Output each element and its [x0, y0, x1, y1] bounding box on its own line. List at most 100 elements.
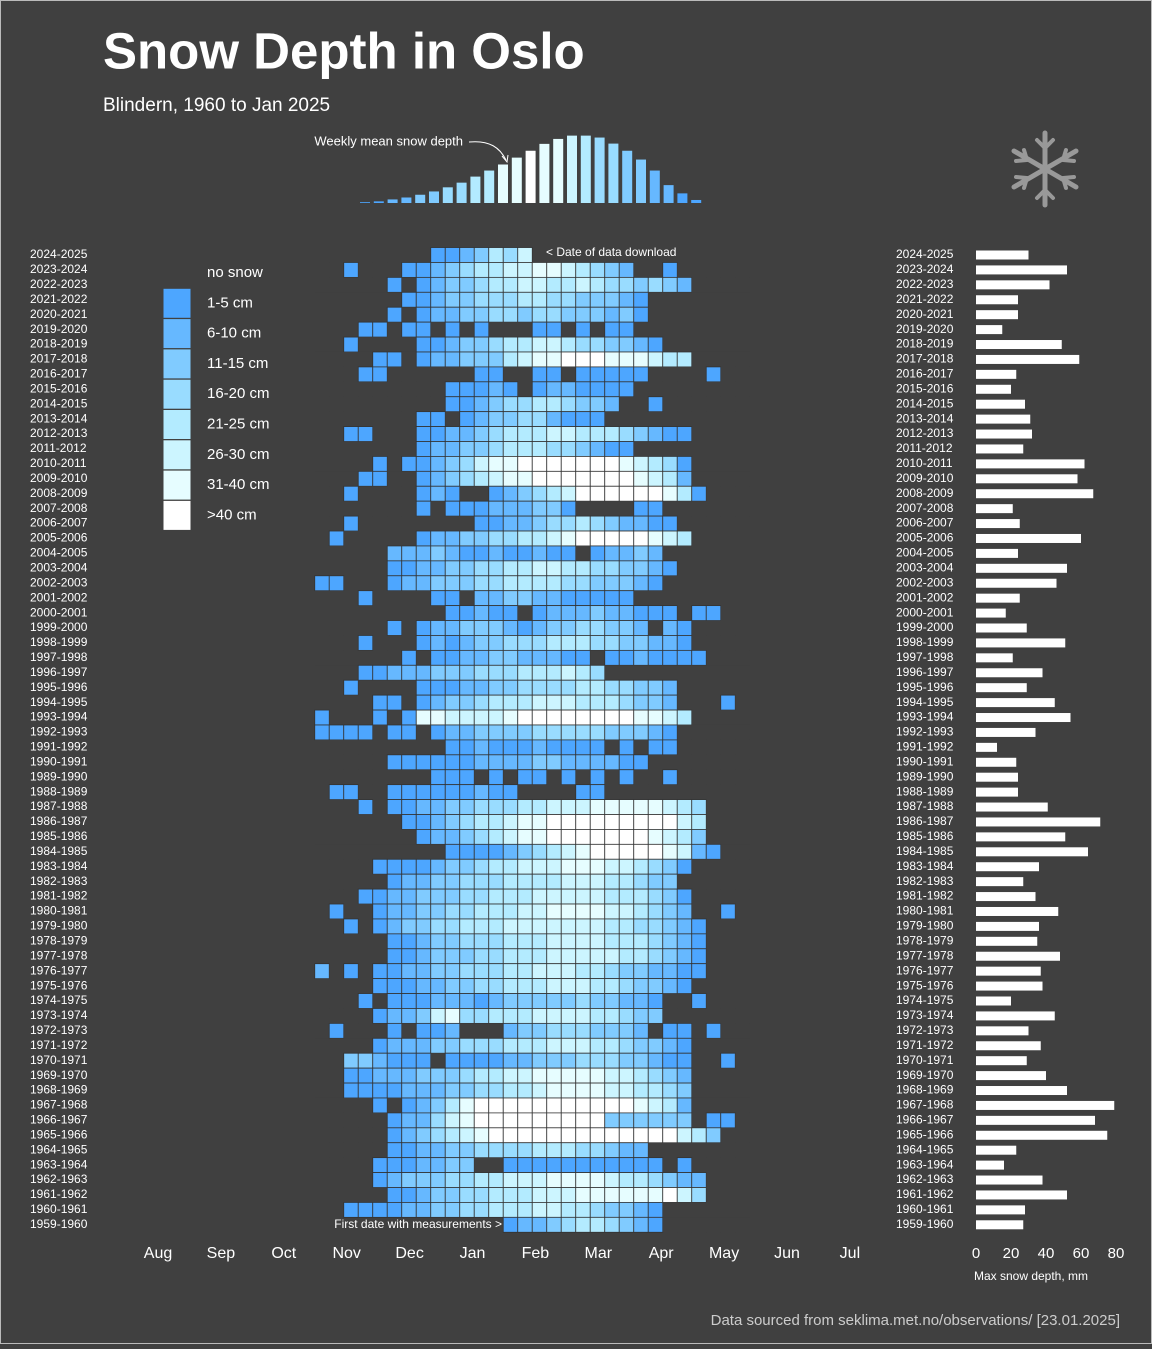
heat-cell [357, 799, 374, 815]
heat-cell [517, 366, 533, 382]
heat-cell [633, 470, 649, 487]
heat-cell [604, 1037, 620, 1054]
heat-cell [488, 351, 504, 368]
heat-cell [589, 1187, 606, 1203]
heat-cell [560, 679, 577, 696]
heat-cell [720, 277, 736, 293]
heat-cell [706, 948, 721, 964]
heat-cell [575, 635, 591, 651]
heat-cell [416, 650, 431, 666]
heat-cell [329, 1097, 344, 1113]
heat-cell [415, 1157, 432, 1173]
heat-cell [633, 426, 649, 442]
month-label: May [709, 1245, 739, 1262]
heat-cell [401, 844, 417, 860]
heat-cell [488, 1023, 504, 1039]
heat-cell [677, 874, 692, 890]
heat-cell [314, 1112, 330, 1128]
heat-cell [633, 993, 649, 1009]
heat-cell [401, 695, 417, 711]
heat-cell [575, 515, 591, 532]
heat-cell [706, 501, 721, 517]
heat-cell [662, 709, 678, 726]
heat-cell [560, 1008, 577, 1024]
heat-cell [401, 1187, 417, 1203]
month-label: Oct [271, 1245, 296, 1262]
heat-cell [560, 1037, 577, 1054]
heat-cell [735, 1127, 750, 1143]
heat-cell [531, 679, 548, 696]
heat-cell [459, 291, 475, 308]
heat-cell [560, 963, 577, 980]
heat-cell [720, 680, 736, 696]
heat-cell [357, 635, 374, 651]
heat-cell [401, 247, 417, 263]
season-label-right: 1978-1979 [896, 933, 954, 947]
heat-cell [706, 426, 721, 442]
heat-cell [488, 291, 504, 308]
heat-cell [502, 1008, 519, 1024]
heat-cell [314, 277, 330, 293]
heat-cell [604, 1157, 620, 1173]
heat-cell [676, 933, 693, 950]
heat-cell [618, 1082, 635, 1099]
heat-cell [488, 829, 504, 845]
heat-cell [604, 829, 620, 845]
heat-cell [314, 620, 330, 636]
heat-cell [676, 1172, 693, 1188]
heat-cell [604, 649, 620, 666]
heat-cell [488, 426, 504, 442]
season-label: 1990-1991 [30, 754, 88, 768]
heat-cell [560, 276, 577, 293]
heat-cell [633, 1052, 649, 1069]
heat-cell [430, 411, 446, 427]
heat-cell [314, 396, 330, 412]
heat-cell [314, 739, 330, 755]
heat-cell [720, 411, 736, 427]
heat-cell [546, 1067, 562, 1084]
heat-cell [720, 650, 736, 666]
heat-cell [633, 1022, 649, 1039]
weekly-mean-bar [677, 193, 688, 203]
heat-cell [735, 948, 750, 964]
heat-cell [473, 515, 490, 532]
heat-cell [416, 247, 431, 263]
heat-cell [618, 1067, 635, 1084]
heat-cell [459, 814, 475, 830]
heat-cell [676, 888, 693, 905]
heat-cell [662, 1142, 678, 1158]
heat-cell [502, 306, 519, 323]
heat-cell [618, 993, 635, 1009]
heat-cell [401, 321, 417, 338]
heat-cell [691, 292, 707, 308]
heat-cell [560, 1022, 577, 1039]
heat-cell [691, 665, 707, 681]
heat-cell [531, 873, 548, 890]
season-label: 2002-2003 [30, 575, 88, 589]
heat-cell [604, 411, 620, 427]
heat-cell [329, 874, 344, 890]
heat-cell [575, 978, 591, 994]
season-label: 1978-1979 [30, 933, 88, 947]
heat-cell [691, 784, 707, 800]
heat-cell [720, 575, 736, 591]
season-label: 1961-1962 [30, 1187, 88, 1201]
season-label-right: 2020-2021 [896, 307, 954, 321]
heat-cell [662, 381, 678, 397]
heat-cell [459, 426, 475, 442]
heat-cell [662, 1112, 678, 1129]
heat-cell [517, 291, 533, 308]
heat-cell [546, 1097, 562, 1114]
heat-cell [546, 903, 562, 920]
heat-cell [488, 769, 504, 786]
heat-cell [459, 276, 475, 293]
heat-cell [488, 903, 504, 920]
heat-cell [488, 1142, 504, 1159]
heat-cell [358, 262, 373, 278]
weekly-mean-bar [663, 185, 674, 203]
heat-cell [647, 336, 664, 353]
season-label: 1995-1996 [30, 680, 88, 694]
heat-cell [720, 754, 736, 770]
heat-cell [473, 560, 490, 577]
heat-cell [415, 858, 432, 875]
